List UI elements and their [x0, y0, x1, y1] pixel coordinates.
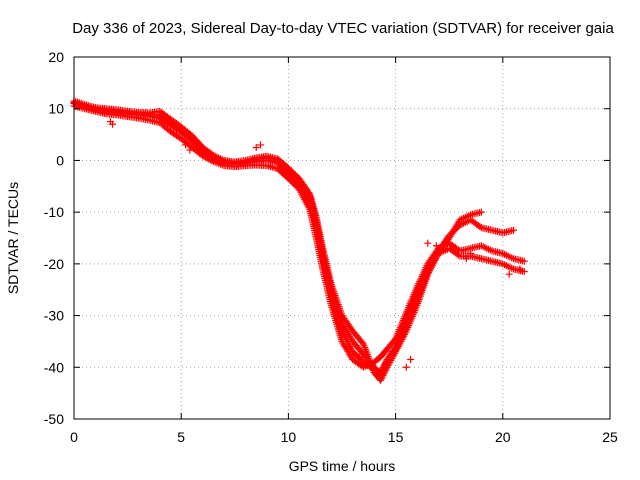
data-point	[377, 371, 385, 379]
series-track-b	[70, 100, 518, 376]
data-point	[520, 257, 528, 265]
series-track-c	[70, 102, 528, 371]
y-axis-label: SDTVAR / TECUs	[5, 182, 21, 294]
data-point	[186, 146, 194, 154]
y-tick-label: -50	[44, 411, 64, 427]
x-tick-label: 0	[70, 429, 78, 445]
data-point	[454, 251, 462, 259]
x-ticks: 0 5 10 15 20 25	[70, 57, 618, 445]
data-point	[510, 226, 518, 234]
x-tick-label: 25	[602, 429, 618, 445]
data-point	[476, 223, 484, 231]
data-point	[467, 250, 475, 258]
y-tick-label: -10	[44, 204, 64, 220]
data-point	[516, 265, 524, 273]
series-layer	[70, 97, 528, 384]
data-point	[355, 353, 363, 361]
data-point	[381, 363, 389, 371]
x-tick-label: 15	[388, 429, 404, 445]
data-point	[432, 242, 440, 250]
data-point	[424, 239, 432, 247]
y-tick-label: -30	[44, 308, 64, 324]
chart-title: Day 336 of 2023, Sidereal Day-to-day VTE…	[72, 20, 614, 37]
y-tick-label: 10	[48, 101, 64, 117]
y-ticks: 20 10 0 -10 -20 -30 -40 -50	[44, 49, 610, 427]
data-point	[109, 120, 117, 128]
y-tick-label: 0	[56, 152, 64, 168]
series-fragments	[106, 118, 524, 371]
data-point	[257, 141, 265, 149]
data-point	[477, 208, 485, 216]
data-point	[299, 182, 307, 190]
data-point	[305, 191, 313, 199]
data-point	[407, 356, 415, 364]
x-axis-label: GPS time / hours	[289, 458, 396, 474]
data-point	[304, 195, 312, 203]
data-point	[402, 363, 410, 371]
data-point	[252, 144, 260, 151]
data-point	[505, 270, 513, 278]
y-tick-label: -40	[44, 359, 64, 375]
plot-frame	[73, 56, 611, 420]
data-point	[181, 141, 189, 149]
series-track-a	[70, 97, 485, 384]
data-point	[520, 268, 528, 276]
data-point	[377, 369, 385, 377]
data-point	[381, 361, 389, 369]
data-point	[462, 255, 470, 263]
y-tick-label: 20	[48, 49, 64, 65]
x-tick-label: 10	[281, 429, 297, 445]
data-point	[378, 368, 386, 376]
y-tick-label: -20	[44, 256, 64, 272]
data-point	[379, 366, 387, 374]
x-tick-label: 5	[177, 429, 185, 445]
data-point	[362, 361, 370, 369]
x-tick-label: 20	[495, 429, 511, 445]
data-point	[380, 365, 388, 373]
series-track-d	[70, 99, 528, 379]
